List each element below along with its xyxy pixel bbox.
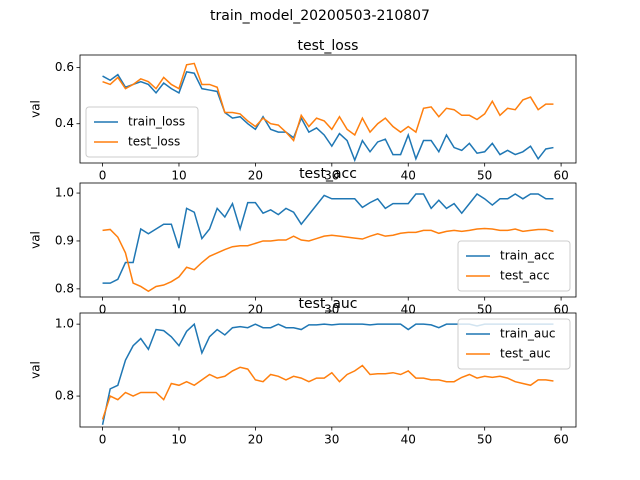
- legend-label: train_loss: [128, 115, 185, 129]
- axes-frame: [79, 312, 577, 428]
- x-tick-label: 20: [248, 169, 263, 183]
- x-tick-label: 30: [324, 433, 339, 447]
- legend: train_acc test_acc: [457, 240, 571, 292]
- axes-title: test_loss: [298, 38, 359, 54]
- y-tick-label: 0.6: [55, 60, 74, 74]
- x-tick-label: 40: [401, 169, 416, 183]
- legend: train_auc test_auc: [457, 318, 571, 370]
- legend-label: train_acc: [500, 249, 554, 263]
- legend-label: test_loss: [128, 135, 180, 149]
- y-tick-label: 0.8: [55, 281, 74, 295]
- x-tick-label: 60: [553, 433, 568, 447]
- y-tick-label: 0.9: [55, 233, 74, 247]
- x-tick-label: 10: [171, 169, 186, 183]
- x-tick-label: 50: [477, 303, 492, 317]
- figure-title: train_model_20200503-210807: [210, 8, 430, 24]
- y-axis-label: val: [29, 231, 43, 249]
- x-tick-label: 0: [99, 303, 107, 317]
- y-axis-label: val: [29, 361, 43, 379]
- x-tick-label: 10: [171, 433, 186, 447]
- x-tick-label: 60: [553, 169, 568, 183]
- y-tick-label: 1.0: [55, 186, 74, 200]
- y-tick-label: 0.8: [55, 389, 74, 403]
- legend-label: train_auc: [500, 327, 556, 341]
- x-tick-label: 10: [171, 303, 186, 317]
- series-line: [102, 70, 554, 163]
- x-tick-label: 40: [401, 303, 416, 317]
- x-tick-label: 0: [99, 169, 107, 183]
- legend-box: [85, 106, 199, 158]
- legend-label: test_auc: [500, 347, 551, 361]
- series-line: [102, 62, 554, 143]
- x-tick-label: 50: [477, 433, 492, 447]
- legend-box: [457, 318, 571, 370]
- y-axis-label: val: [29, 100, 43, 118]
- axes-title: test_auc: [298, 296, 357, 312]
- y-tick-label: 0.4: [55, 116, 74, 130]
- axes-frame: [79, 182, 577, 298]
- x-tick-label: 40: [401, 433, 416, 447]
- legend: train_loss test_loss: [85, 106, 199, 158]
- x-tick-label: 60: [553, 303, 568, 317]
- x-tick-label: 20: [248, 303, 263, 317]
- x-tick-label: 50: [477, 169, 492, 183]
- x-tick-label: 20: [248, 433, 263, 447]
- y-tick-label: 1.0: [55, 317, 74, 331]
- legend-label: test_acc: [500, 269, 550, 283]
- axes-title: test_acc: [299, 166, 357, 182]
- x-tick-label: 30: [324, 169, 339, 183]
- x-tick-label: 0: [99, 433, 107, 447]
- legend-box: [457, 240, 571, 292]
- series-line: [102, 193, 554, 284]
- axes-frame: [79, 54, 577, 164]
- series-line: [101, 364, 554, 420]
- series-line: [102, 227, 554, 293]
